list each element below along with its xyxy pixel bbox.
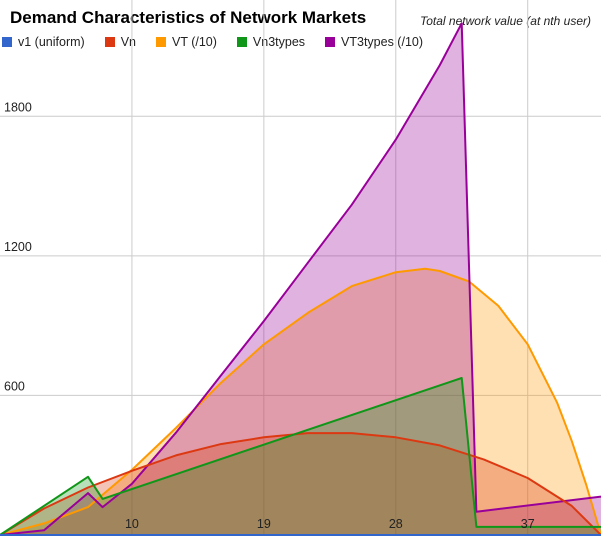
series-line-vn[interactable] xyxy=(0,432,601,536)
legend-item-vt-10[interactable]: VT (/10) xyxy=(155,35,217,49)
x-tick-label: 37 xyxy=(521,517,535,531)
legend-item-v1-uniform[interactable]: v1 (uniform) xyxy=(2,35,85,49)
series-area-vt3types-10 xyxy=(0,23,601,536)
legend-label: v1 (uniform) xyxy=(18,35,85,49)
legend-label: Vn3types xyxy=(252,35,306,49)
legend-item-vn3types[interactable]: Vn3types xyxy=(236,35,306,49)
legend-swatch xyxy=(236,37,247,47)
legend-swatch xyxy=(104,37,115,47)
x-tick-label: 19 xyxy=(257,517,271,531)
legend-item-vt3types-10[interactable]: VT3types (/10) xyxy=(325,35,423,49)
series-area-vn3types xyxy=(0,378,601,535)
area-layer xyxy=(0,23,601,536)
y-tick-label: 600 xyxy=(4,379,25,393)
x-tick-label: 10 xyxy=(125,517,139,531)
legend-label: VT (/10) xyxy=(171,35,217,49)
legend-swatch xyxy=(155,37,166,47)
chart-title: Demand Characteristics of Network Market… xyxy=(10,8,367,27)
chart-subtitle: Total network value (at nth user) xyxy=(420,14,591,28)
legend-label: VT3types (/10) xyxy=(341,35,424,49)
line-layer xyxy=(0,22,601,536)
x-tick-label: 28 xyxy=(389,517,403,531)
series-area-vt-10 xyxy=(0,268,601,535)
y-tick-label: 1800 xyxy=(4,100,32,114)
series-area-vn xyxy=(0,433,601,535)
series-line-vt3types-10[interactable] xyxy=(0,22,601,536)
tick-label-layer: 10 19 28 37 600 1200 1800 xyxy=(4,100,535,531)
y-tick-label: 1200 xyxy=(4,240,32,254)
series-line-vn3types[interactable] xyxy=(0,377,601,536)
legend-swatch xyxy=(2,37,12,47)
legend: v1 (uniform) Vn VT (/10) Vn3types VT3types (… xyxy=(2,33,443,51)
legend-swatch xyxy=(325,37,336,47)
